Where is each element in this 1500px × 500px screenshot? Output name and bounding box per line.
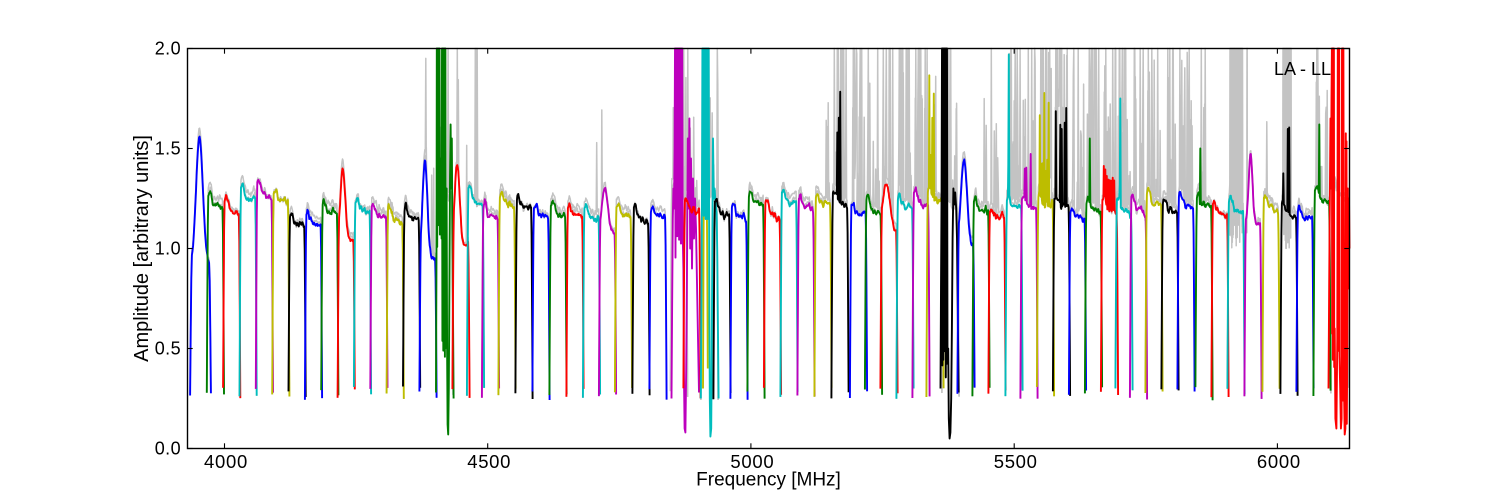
- svg-text:1.5: 1.5: [155, 139, 181, 159]
- svg-text:2.0: 2.0: [155, 39, 181, 59]
- svg-text:0.0: 0.0: [155, 439, 181, 459]
- svg-text:6000: 6000: [1257, 451, 1301, 472]
- svg-text:LA - LL: LA - LL: [1274, 59, 1331, 79]
- svg-text:5000: 5000: [730, 451, 774, 472]
- svg-text:0.5: 0.5: [155, 339, 181, 359]
- svg-text:1.0: 1.0: [155, 239, 181, 259]
- svg-text:4000: 4000: [204, 451, 248, 472]
- svg-text:Amplitude [arbitrary units]: Amplitude [arbitrary units]: [131, 135, 153, 362]
- svg-text:4500: 4500: [467, 451, 511, 472]
- svg-text:Frequency [MHz]: Frequency [MHz]: [696, 470, 841, 491]
- svg-text:5500: 5500: [994, 451, 1038, 472]
